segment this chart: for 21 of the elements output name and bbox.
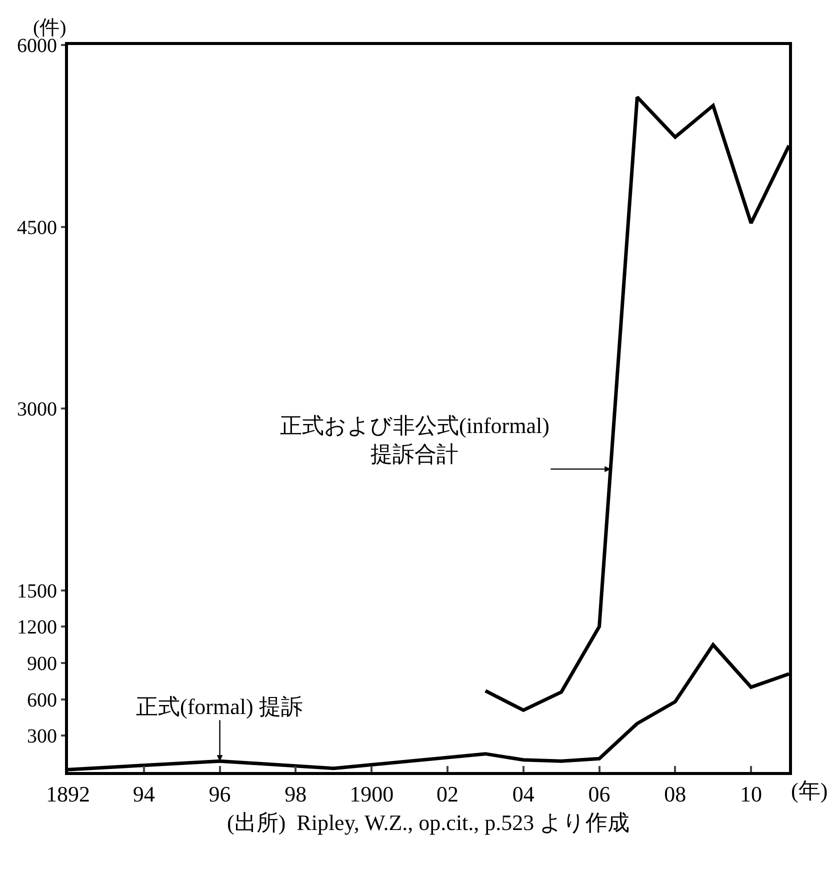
y-tick-label: 600 xyxy=(27,689,57,712)
annotation: 正式(formal) 提訴 xyxy=(136,694,303,719)
y-tick-label: 3000 xyxy=(17,398,57,420)
y-tick-label: 4500 xyxy=(17,216,57,239)
x-tick-label: 98 xyxy=(284,781,307,806)
x-tick-label: 96 xyxy=(208,781,231,806)
x-tick-label: 04 xyxy=(512,781,534,806)
y-tick-label: 1500 xyxy=(17,580,57,602)
x-tick-label: 94 xyxy=(132,781,155,806)
x-axis-title: (年) xyxy=(791,778,828,803)
x-tick-label: 10 xyxy=(740,781,762,806)
x-tick-label: 02 xyxy=(436,781,458,806)
y-tick-label: 900 xyxy=(27,652,57,675)
text: (出所) Ripley, W.Z., op.cit., p.523 より作成 xyxy=(227,810,630,835)
x-tick-label: 08 xyxy=(664,781,686,806)
y-tick-label: 300 xyxy=(27,726,57,748)
y-tick-label: 1200 xyxy=(17,616,57,639)
annotation: 正式および非公式(informal) 提訴合計 xyxy=(280,413,550,467)
x-tick-label: 06 xyxy=(588,781,610,806)
x-tick-label: 1900 xyxy=(350,781,394,806)
x-tick-label: 1892 xyxy=(46,781,90,806)
